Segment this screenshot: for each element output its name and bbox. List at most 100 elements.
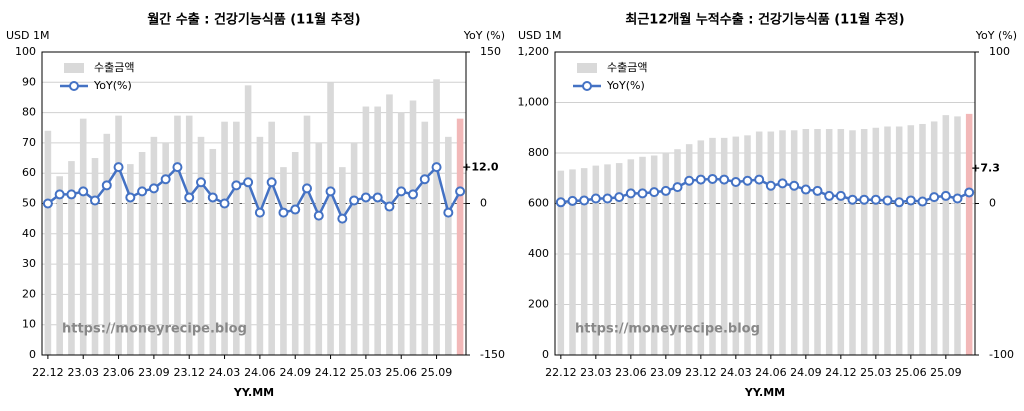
bar: [433, 79, 440, 356]
watermark: https://moneyrecipe.blog: [575, 322, 760, 337]
bar: [685, 144, 693, 355]
bar: [162, 142, 169, 355]
point: [905, 195, 916, 206]
point: [254, 207, 265, 218]
y-tick-label: 0: [542, 348, 549, 361]
point: [196, 177, 206, 188]
y2-tick-label: -100: [989, 348, 1014, 361]
bar: [709, 137, 716, 355]
bar: [965, 113, 973, 355]
point: [567, 195, 578, 206]
y2-tick-label: 150: [480, 45, 501, 58]
x-tick-label: 23.12: [685, 366, 717, 379]
point: [952, 193, 963, 204]
point: [847, 194, 858, 205]
y-tick-label: 80: [22, 106, 36, 119]
point: [964, 187, 975, 198]
x-tick-label: 22.12: [545, 366, 577, 379]
point: [360, 192, 371, 203]
bar: [557, 170, 565, 355]
point: [66, 189, 77, 200]
point: [882, 195, 893, 206]
chart: 월간 수출 : 건강기능식품 (11월 추정) USD 1M YoY (%) 0 10 2…: [6, 12, 505, 400]
point: [313, 210, 324, 221]
point: [940, 190, 951, 201]
point: [754, 174, 765, 185]
point: [172, 162, 183, 173]
x-tick-label: 25.03: [350, 366, 382, 379]
bar: [592, 165, 600, 355]
point: [579, 195, 590, 206]
point: [148, 183, 159, 194]
bar: [350, 142, 358, 355]
bar: [569, 169, 576, 355]
bar: [860, 129, 868, 355]
bar: [907, 125, 915, 355]
x-tick-label: 24.06: [755, 366, 787, 379]
point: [184, 192, 195, 203]
point: [219, 198, 230, 209]
bar: [919, 123, 926, 356]
bar: [79, 118, 87, 355]
point: [707, 173, 718, 184]
bar: [362, 106, 370, 355]
point: [742, 175, 753, 186]
bar: [744, 135, 751, 355]
point: [408, 189, 418, 200]
bar: [103, 133, 111, 355]
x-tick-label: 23.03: [580, 366, 612, 379]
plot-border: [554, 51, 976, 356]
point: [231, 180, 242, 191]
x-axis-label: YY.MM: [744, 386, 785, 399]
y2-axis-label: YoY (%): [463, 29, 505, 42]
point: [302, 183, 312, 194]
y-tick-label: 400: [528, 247, 549, 260]
bar: [44, 130, 52, 355]
bar: [650, 155, 658, 355]
point: [243, 177, 254, 188]
x-tick-label: 24.03: [720, 366, 752, 379]
y2-axis-label: YoY (%): [975, 29, 1017, 42]
point: [443, 207, 454, 218]
point: [625, 188, 636, 199]
bar: [697, 140, 705, 355]
x-tick-label: 25.09: [930, 366, 962, 379]
point: [789, 180, 800, 191]
point: [78, 186, 89, 197]
y-tick-label: 30: [22, 257, 36, 270]
bar: [639, 156, 646, 355]
x-tick-label: 24.09: [279, 366, 311, 379]
bar: [604, 164, 611, 355]
bar: [674, 149, 681, 355]
y-tick-label: 800: [528, 146, 549, 159]
bar: [315, 142, 323, 355]
bar: [732, 136, 740, 355]
bar: [767, 131, 775, 355]
point: [800, 184, 811, 195]
bar: [790, 130, 798, 355]
bar: [244, 85, 252, 355]
point: [455, 186, 466, 197]
x-tick-label: 24.09: [790, 366, 822, 379]
bar: [445, 136, 452, 355]
point: [824, 190, 835, 201]
legend-label: 수출금액: [607, 61, 647, 74]
bar: [197, 136, 205, 355]
point: [431, 162, 442, 173]
bar: [779, 130, 786, 355]
bar: [802, 129, 810, 355]
point: [614, 192, 625, 203]
point: [870, 194, 881, 205]
bar: [409, 100, 417, 355]
bar: [327, 82, 334, 356]
bar: [421, 121, 429, 355]
x-tick-label: 23.09: [138, 366, 170, 379]
point: [660, 185, 671, 196]
legend-label: 수출금액: [94, 61, 134, 74]
legend-label: YoY(%): [606, 79, 645, 92]
y-axis-label: USD 1M: [518, 29, 562, 42]
legend-marker: [582, 81, 592, 91]
bar: [386, 94, 393, 356]
bar: [127, 164, 134, 355]
bar: [755, 131, 763, 355]
